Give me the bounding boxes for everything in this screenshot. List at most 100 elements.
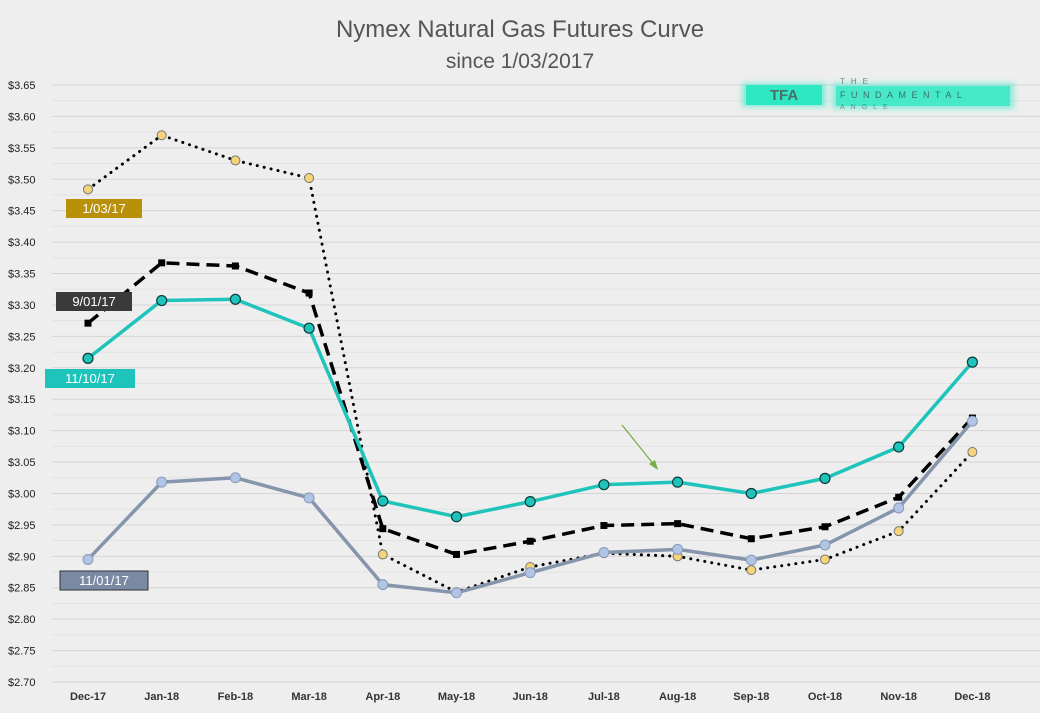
series-tag-box	[45, 369, 135, 388]
data-point	[895, 493, 903, 501]
x-axis-ticks: Dec-17 Jan-18 Feb-18 Mar-18 Apr-18 May-18 Jun-…	[70, 691, 990, 703]
data-point	[746, 565, 757, 576]
data-point	[377, 549, 388, 560]
data-point	[450, 511, 463, 523]
series-tag-label: 1/03/17	[82, 201, 125, 216]
data-point	[966, 356, 979, 368]
y-tick-label: $2.80	[8, 614, 36, 626]
data-point	[819, 472, 831, 484]
x-tick-label: Dec-17	[70, 691, 106, 703]
data-point	[672, 543, 684, 555]
y-tick-label: $3.65	[8, 80, 36, 92]
series-tags: 1/03/17 9/01/17 11/10/17 11/01/17	[45, 199, 149, 591]
y-tick-label: $3.40	[8, 237, 36, 249]
y-tick-label: $3.55	[8, 143, 36, 155]
series-line	[86, 297, 974, 519]
series-tag: 11/01/17	[59, 570, 149, 591]
data-point	[82, 352, 94, 364]
data-point	[600, 522, 608, 530]
annotation	[621, 424, 658, 470]
data-point	[230, 155, 241, 166]
series-tag-label: 9/01/17	[72, 294, 115, 309]
y-tick-label: $2.95	[8, 520, 36, 532]
data-point	[893, 526, 904, 537]
data-point	[524, 496, 536, 508]
data-point	[82, 553, 94, 565]
data-point	[598, 547, 610, 559]
data-point	[674, 520, 682, 528]
data-point	[229, 293, 241, 305]
x-tick-label: Jul-18	[588, 691, 620, 703]
y-tick-label: $3.35	[8, 269, 36, 281]
y-tick-label: $3.15	[8, 394, 36, 406]
logo-line1: THE	[840, 77, 874, 86]
series-11-01-17	[82, 415, 978, 599]
data-point	[745, 554, 757, 566]
data-point	[377, 579, 389, 591]
data-point	[379, 525, 387, 533]
data-point	[820, 554, 830, 565]
data-point	[156, 130, 167, 141]
data-point	[451, 587, 462, 599]
data-point	[893, 441, 905, 453]
series-line	[86, 133, 974, 594]
series-line	[86, 261, 974, 557]
series-1-03-17	[83, 130, 978, 598]
y-tick-label: $3.00	[8, 488, 36, 500]
data-point	[377, 495, 389, 507]
y-tick-label: $2.90	[8, 551, 36, 563]
annotation-arrow-line	[621, 424, 656, 467]
x-tick-label: Jun-18	[512, 691, 547, 703]
series-tag: 1/03/17	[66, 199, 142, 218]
chart-title: Nymex Natural Gas Futures Curve	[336, 16, 704, 43]
x-tick-label: May-18	[438, 691, 475, 703]
data-point	[967, 446, 978, 457]
data-point	[303, 492, 315, 504]
annotation-arrow-head	[649, 460, 658, 470]
data-point	[303, 322, 315, 334]
logo-mark: TFA	[770, 87, 798, 104]
series-tag: 9/01/17	[56, 292, 132, 311]
x-tick-label: Feb-18	[218, 691, 253, 703]
data-point	[231, 262, 239, 270]
series-tag-label: 11/01/17	[79, 573, 129, 588]
data-point	[83, 184, 93, 195]
y-tick-label: $3.10	[8, 426, 36, 438]
data-point	[966, 415, 978, 427]
data-point	[821, 523, 829, 531]
series-9-01-17	[84, 259, 976, 558]
series-tag-box	[66, 199, 142, 218]
logo-line3: ANGLE	[840, 104, 894, 111]
x-tick-label: Nov-18	[880, 691, 917, 703]
data-point	[893, 502, 905, 514]
series-tag: 11/10/17	[45, 369, 135, 388]
data-point	[747, 535, 755, 543]
y-tick-label: $3.45	[8, 206, 36, 218]
data-point	[84, 319, 92, 327]
series-tag-label: 11/10/17	[65, 371, 115, 386]
x-tick-label: Dec-18	[954, 691, 990, 703]
chart-subtitle: since 1/03/2017	[446, 50, 594, 73]
x-tick-label: Aug-18	[659, 691, 696, 703]
series-11-10-17	[82, 293, 979, 523]
x-tick-label: Oct-18	[808, 691, 842, 703]
data-point	[671, 476, 684, 488]
x-tick-label: Sep-18	[733, 691, 769, 703]
logo: TFA THE FUNDAMENTAL ANGLE	[742, 77, 1014, 111]
logo-text-box	[836, 86, 1010, 106]
x-tick-label: Jan-18	[144, 691, 179, 703]
data-point	[745, 487, 757, 500]
logo-mark-box	[746, 85, 822, 105]
data-point	[156, 476, 168, 488]
data-point	[819, 539, 831, 551]
y-axis-ticks: $2.70 $2.75 $2.80 $2.85 $2.90 $2.95 $3.00 $3.05…	[8, 80, 36, 689]
y-tick-label: $2.70	[8, 677, 36, 689]
data-point	[524, 567, 536, 579]
data-point	[304, 173, 315, 184]
y-tick-label: $3.20	[8, 363, 36, 375]
data-point	[229, 472, 241, 484]
series	[82, 130, 979, 599]
y-tick-label: $2.75	[8, 646, 36, 658]
data-point	[453, 550, 460, 558]
